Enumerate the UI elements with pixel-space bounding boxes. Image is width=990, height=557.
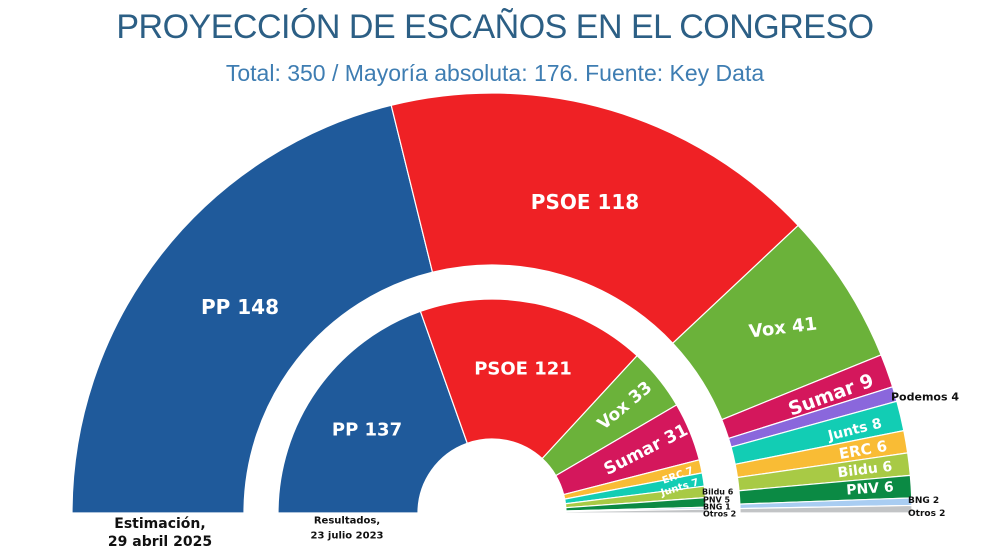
slice-label-resultados-2023-pp: PP 137 [332,420,402,441]
page-title: PROYECCIÓN DE ESCAÑOS EN EL CONGRESO [116,8,874,46]
slice-label-resultados-2023-bng: BNG 1 [703,503,731,512]
slice-label-estimacion-2025-podemos: Podemos 4 [891,391,959,404]
slice-estimacion-2025-otros [739,504,913,514]
slice-label-resultados-2023-otros: Otros 2 [703,510,736,519]
slice-label-estimacion-2025-pp: PP 148 [201,295,279,319]
slice-resultados-2023-psoe [419,298,638,460]
slice-estimacion-2025-pp [71,104,434,514]
slice-label-resultados-2023-pnv: PNV 5 [703,496,731,505]
slice-label-resultados-2023-bildu: Bildu 6 [702,488,734,497]
slice-label-estimacion-2025-pnv: PNV 6 [846,479,894,498]
slice-label-resultados-2023-psoe: PSOE 121 [474,359,572,380]
ring-caption-resultados-2023-line2: 23 julio 2023 [311,531,384,542]
ring-caption-estimacion-2025-line1: Estimación, [114,516,205,532]
slice-resultados-2023-pp [277,310,468,514]
chart-subtitle: Total: 350 / Mayoría absoluta: 176. Fuen… [225,60,765,86]
ring-caption-resultados-2023-line1: Resultados, [314,516,380,527]
ring-caption-estimacion-2025-line2: 29 abril 2025 [108,534,212,550]
slice-label-estimacion-2025-psoe: PSOE 118 [531,190,639,214]
slice-estimacion-2025-psoe [390,92,799,344]
slice-label-estimacion-2025-bildu: Bildu 6 [837,459,893,482]
slice-label-estimacion-2025-otros: Otros 2 [908,509,945,519]
slice-resultados-2023-otros [565,508,707,514]
slice-label-estimacion-2025-bng: BNG 2 [908,496,939,506]
